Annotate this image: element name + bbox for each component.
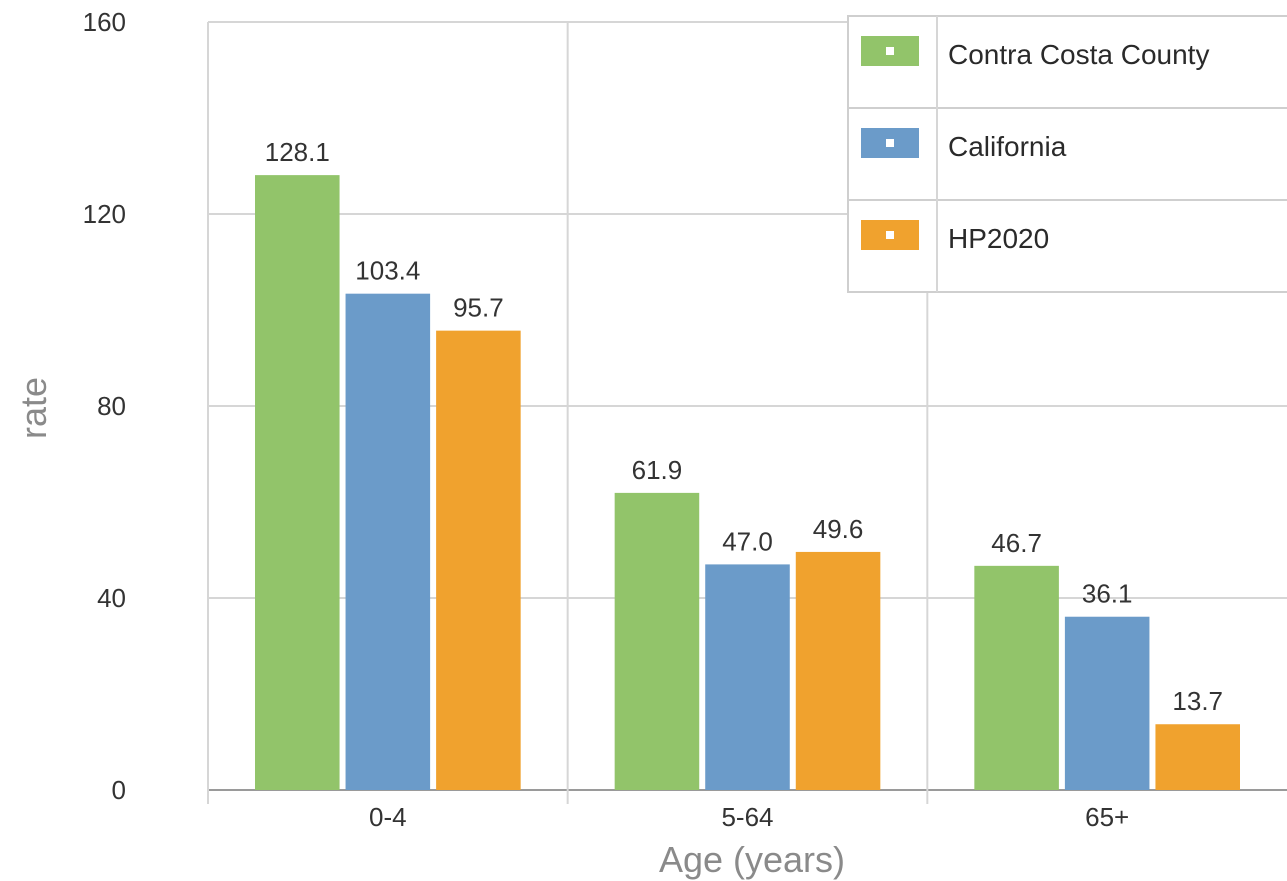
- legend-label: Contra Costa County: [948, 39, 1209, 70]
- x-category-label: 0-4: [369, 802, 407, 832]
- data-label: 47.0: [722, 526, 773, 556]
- data-label: 36.1: [1082, 579, 1133, 609]
- y-tick-label: 160: [83, 7, 126, 37]
- legend: Contra Costa County California HP2020: [847, 15, 1287, 293]
- data-label: 128.1: [265, 137, 330, 167]
- legend-swatch-marker: [886, 231, 894, 239]
- y-axis-ticks: 0 40 80 120 160: [83, 7, 126, 805]
- data-labels: 128.1 103.4 95.7 61.9 47.0 49.6 46.7 36.1 13.7: [265, 137, 1223, 716]
- data-label: 46.7: [991, 528, 1042, 558]
- x-axis-title: Age (years): [659, 839, 845, 880]
- bar-0-4-contra-costa-county: [255, 175, 340, 790]
- legend-box: [847, 15, 1287, 293]
- data-label: 95.7: [453, 293, 504, 323]
- bar-5-64-hp2020: [795, 551, 881, 790]
- y-tick-label: 120: [83, 199, 126, 229]
- data-label: 13.7: [1172, 686, 1223, 716]
- x-category-label: 5-64: [721, 802, 773, 832]
- bar-65+-california: [1064, 616, 1150, 790]
- legend-label: California: [948, 131, 1067, 162]
- bar-65+-hp2020: [1155, 724, 1240, 790]
- y-tick-label: 80: [97, 391, 126, 421]
- data-label: 49.6: [813, 514, 864, 544]
- data-label: 103.4: [355, 256, 420, 286]
- y-tick-label: 40: [97, 583, 126, 613]
- bar-5-64-california: [705, 564, 790, 790]
- legend-swatch-marker: [886, 139, 894, 147]
- bar-65+-contra-costa-county: [974, 565, 1059, 790]
- x-category-label: 65+: [1085, 802, 1129, 832]
- bars: [255, 175, 1240, 790]
- bar-0-4-hp2020: [436, 330, 521, 790]
- data-label: 61.9: [632, 455, 683, 485]
- x-axis-categories: 0-4 5-64 65+: [369, 802, 1129, 832]
- legend-label: HP2020: [948, 223, 1049, 254]
- bar-5-64-contra-costa-county: [614, 492, 700, 790]
- bar-0-4-california: [345, 293, 431, 790]
- y-axis-title: rate: [13, 377, 54, 439]
- y-tick-label: 0: [112, 775, 126, 805]
- legend-swatch-marker: [886, 47, 894, 55]
